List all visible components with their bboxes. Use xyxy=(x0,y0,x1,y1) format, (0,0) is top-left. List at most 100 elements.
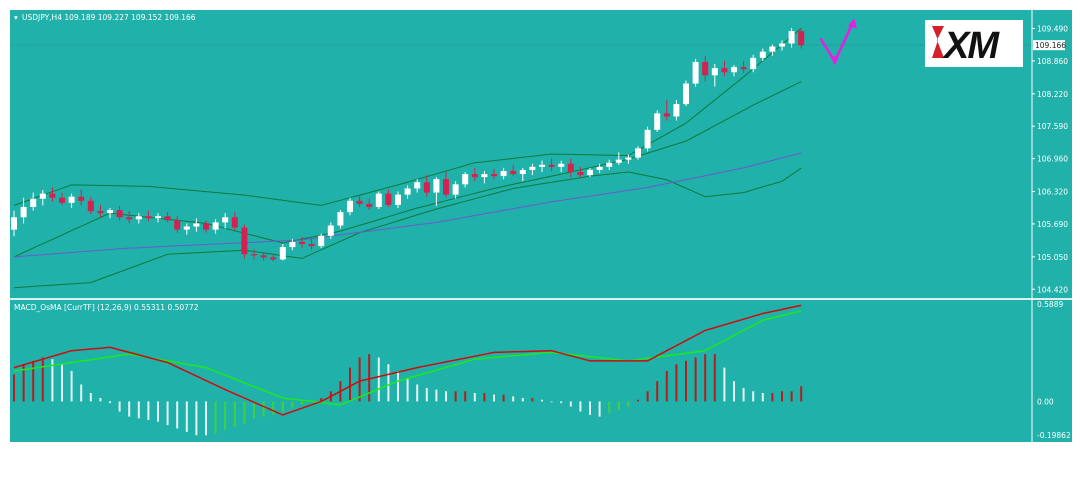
price-tick-label: 105.050 xyxy=(1037,253,1068,262)
time-tick-label: 5 Mar 08:00 xyxy=(713,446,759,455)
time-tick-label: 16 Feb 2021 xyxy=(12,446,59,455)
histogram-bar xyxy=(704,354,707,402)
histogram-bar xyxy=(128,401,131,417)
candle xyxy=(308,238,315,251)
histogram-bar xyxy=(320,398,323,402)
histogram-bar xyxy=(185,401,188,432)
candle xyxy=(644,126,651,152)
histogram-bar xyxy=(109,401,111,404)
histogram-bar xyxy=(368,354,371,402)
histogram-bar xyxy=(502,394,505,402)
histogram-bar xyxy=(41,357,44,402)
time-tick-label: 4 Mar 08:00 xyxy=(659,446,705,455)
histogram-bar xyxy=(473,392,476,402)
candle xyxy=(606,159,613,170)
candle xyxy=(481,170,488,184)
histogram-bar xyxy=(781,391,783,402)
bollinger-lower xyxy=(13,167,802,289)
histogram-bar xyxy=(349,367,351,402)
candle xyxy=(577,166,584,178)
histogram-bar xyxy=(406,377,409,402)
time-tick-label: 2 Mar 08:00 xyxy=(551,446,597,455)
macd-tick-label: -0.19862 xyxy=(1037,431,1071,440)
current-price-label: 109.166 xyxy=(1035,41,1066,50)
time-tick-label: 24 Feb 08:00 xyxy=(335,446,384,455)
candle xyxy=(203,220,209,233)
candle xyxy=(635,146,641,160)
candle xyxy=(116,205,123,221)
histogram-bar xyxy=(157,401,159,422)
histogram-bar xyxy=(454,391,457,402)
candle xyxy=(759,48,766,61)
histogram-bar xyxy=(541,399,543,402)
candle xyxy=(135,213,142,224)
histogram-bar xyxy=(22,364,25,402)
candle xyxy=(673,100,680,121)
macd-panel[interactable] xyxy=(10,300,1032,442)
histogram-bar xyxy=(608,401,611,414)
histogram-bar xyxy=(694,357,697,402)
histogram-bar xyxy=(137,401,140,419)
histogram-bar xyxy=(675,364,678,402)
price-axis-ticks: 109.490 108.860 108.220 107.590 106.960 106.3… xyxy=(1032,25,1068,294)
candle xyxy=(788,28,795,48)
price-tick-label: 106.960 xyxy=(1037,155,1068,164)
histogram-bar xyxy=(742,387,745,402)
candle xyxy=(462,172,469,188)
histogram-bar xyxy=(61,364,63,402)
histogram-bar xyxy=(550,401,553,403)
histogram-bar xyxy=(32,360,35,402)
histogram-bar xyxy=(713,354,716,402)
candle xyxy=(471,167,478,182)
candle xyxy=(500,167,507,180)
arrow-head xyxy=(848,18,857,29)
histogram-bar xyxy=(589,401,591,415)
histogram-bar xyxy=(598,401,601,417)
candle xyxy=(587,167,593,178)
current-price-tag xyxy=(1033,40,1065,51)
candle xyxy=(212,219,219,234)
candle xyxy=(375,191,382,210)
price-tick-label: 105.690 xyxy=(1037,220,1068,229)
candle xyxy=(731,65,737,77)
histogram-bar xyxy=(51,359,54,402)
histogram-bar xyxy=(512,396,515,402)
histogram-bar xyxy=(262,401,265,417)
histogram-bar xyxy=(800,386,803,402)
candle xyxy=(798,29,805,49)
xm-logo-text: XM xyxy=(942,25,1000,67)
candle xyxy=(721,60,728,77)
price-tick-label: 104.420 xyxy=(1037,285,1068,294)
candle xyxy=(270,254,277,262)
histogram-bar xyxy=(176,401,179,429)
histogram-bar xyxy=(224,401,227,431)
dropdown-triangle-icon[interactable]: ▾ xyxy=(14,13,18,22)
candle xyxy=(59,192,65,206)
moving-average xyxy=(13,152,802,258)
histogram-bar xyxy=(752,391,755,402)
candle xyxy=(769,44,776,56)
histogram-bar xyxy=(253,401,255,419)
histogram-bar xyxy=(387,364,390,402)
histogram-bar xyxy=(301,401,303,405)
candle xyxy=(78,189,85,206)
candle xyxy=(279,244,286,261)
histogram-bar xyxy=(579,401,582,412)
candle xyxy=(347,197,353,216)
histogram-bar xyxy=(80,384,83,402)
price-panel[interactable] xyxy=(10,10,1032,298)
price-tick-label: 108.860 xyxy=(1037,57,1068,66)
price-axis[interactable] xyxy=(1032,10,1072,442)
candle xyxy=(567,158,574,178)
time-tick-label: 22 Feb 08:00 xyxy=(228,446,277,455)
histogram-bar xyxy=(233,401,236,427)
histogram-bar xyxy=(723,367,726,402)
candle xyxy=(251,249,257,260)
histogram-bar xyxy=(761,392,764,402)
histogram-bar xyxy=(445,391,447,402)
candle xyxy=(87,196,94,215)
histogram-bar xyxy=(13,374,15,402)
time-tick-label: 26 Feb 08:00 xyxy=(443,446,492,455)
histogram-bar xyxy=(617,401,620,410)
